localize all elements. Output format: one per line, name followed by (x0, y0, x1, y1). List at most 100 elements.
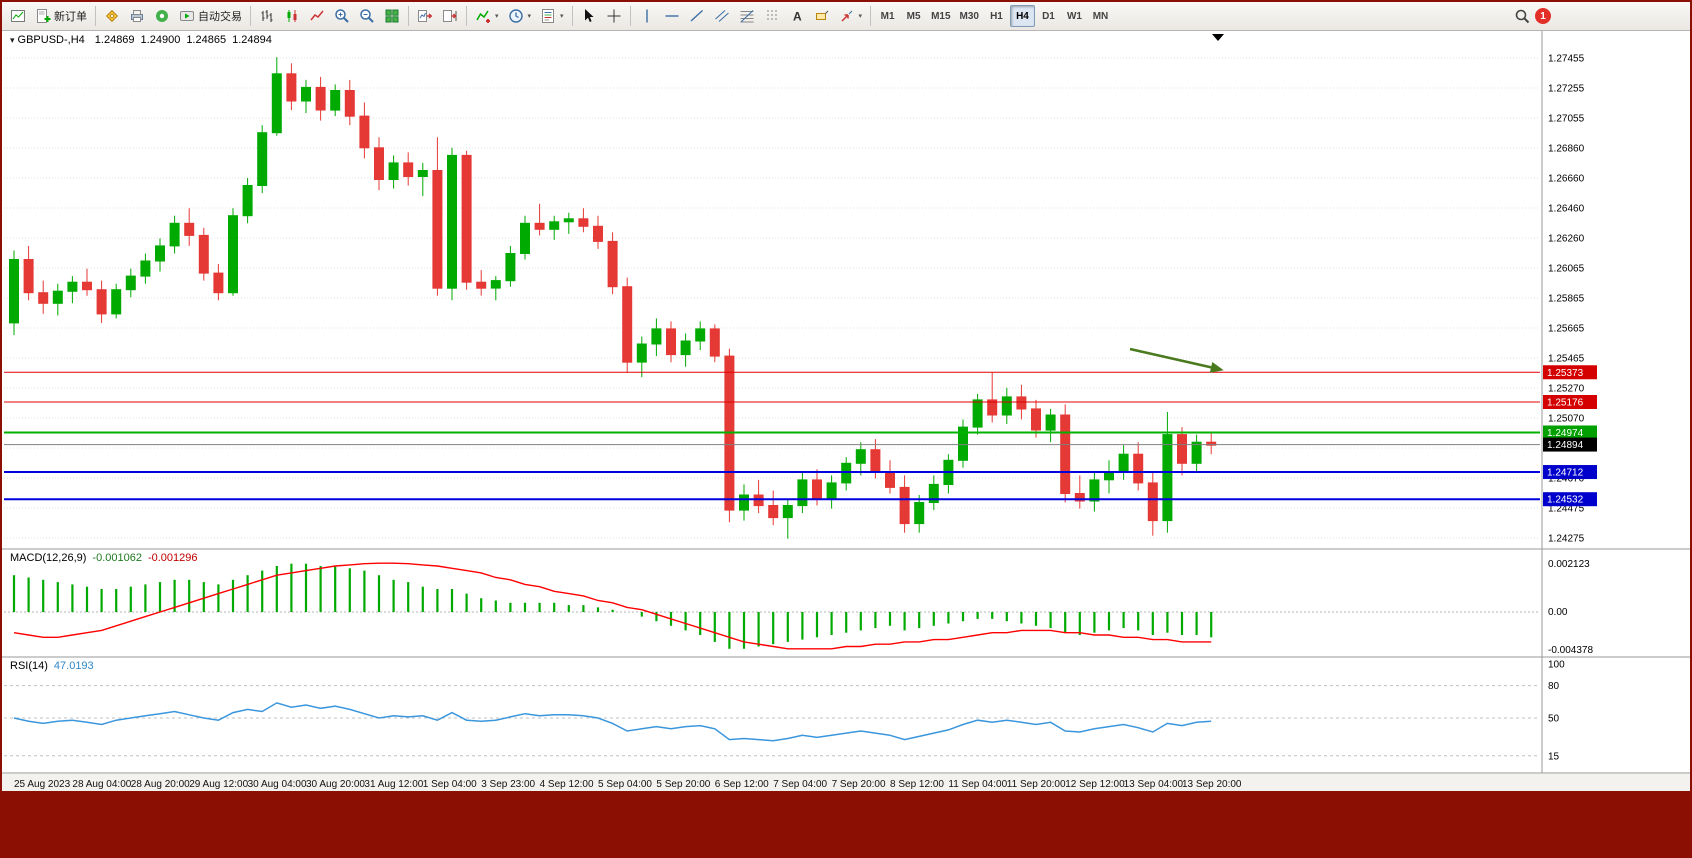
zoom-in-button[interactable] (330, 5, 354, 27)
arrows-tool-button[interactable]: ▾ (835, 5, 867, 27)
price-axis-label: 1.25270 (1548, 384, 1585, 395)
cycle-lines-tool-button[interactable] (760, 5, 784, 27)
candle-body (520, 222, 530, 255)
time-axis-label: 28 Aug 04:00 (72, 779, 131, 790)
price-axis-label: 1.26065 (1548, 264, 1585, 275)
channel-tool-button[interactable] (710, 5, 734, 27)
timeframe-h1[interactable]: H1 (990, 10, 1003, 22)
timeframe-h4[interactable]: H4 (1009, 5, 1035, 27)
cursor-tool-button[interactable] (577, 5, 601, 27)
chevron-down-icon: ▾ (858, 13, 863, 20)
candle-body (447, 154, 457, 289)
indicators-button[interactable]: ▾ (471, 5, 503, 27)
timeframe-d1[interactable]: D1 (1042, 10, 1055, 22)
candle-body (82, 281, 92, 291)
compass-icon (105, 9, 119, 23)
time-axis-label: 7 Sep 04:00 (773, 779, 827, 790)
chart-icon (11, 10, 25, 22)
mql-wizard-button[interactable] (100, 5, 124, 27)
tile-windows-button[interactable] (380, 5, 404, 27)
text-tool-button[interactable]: A (785, 5, 809, 27)
terminal-window: 新订单 自动交易 (2, 2, 1690, 791)
new-chart-button[interactable] (6, 5, 30, 27)
rsi-indicator-name: RSI(14) (10, 660, 48, 672)
candle-body (651, 328, 662, 345)
time-axis-label: 29 Aug 12:00 (189, 779, 248, 790)
template-icon (542, 9, 555, 23)
candle-body (228, 215, 238, 294)
timeframe-mn[interactable]: MN (1092, 10, 1109, 22)
candle-body (52, 290, 63, 304)
bar-chart-mode-button[interactable] (255, 5, 279, 27)
macd-main-value: -0.001062 (92, 552, 142, 564)
expand-triangle-icon[interactable]: ▾ (10, 35, 15, 45)
search-button[interactable] (1510, 5, 1534, 27)
time-axis-strip (2, 774, 1690, 791)
candle-body (812, 479, 822, 499)
time-axis-label: 11 Sep 20:00 (1007, 779, 1066, 790)
candlestick-mode-button[interactable] (280, 5, 304, 27)
candle-body (797, 479, 808, 507)
macd-label: MACD(12,26,9) -0.001062 -0.001296 (10, 552, 198, 564)
notification-badge[interactable]: 1 (1535, 8, 1551, 24)
channel-icon (714, 10, 729, 22)
separator (95, 6, 96, 26)
new-order-button[interactable]: 新订单 (31, 5, 91, 27)
time-axis-label: 4 Sep 12:00 (540, 779, 594, 790)
time-axis-label: 11 Sep 04:00 (948, 779, 1007, 790)
periods-button[interactable]: ▾ (504, 5, 536, 27)
price-axis-label: 1.24275 (1548, 534, 1585, 545)
price-label-box (1543, 437, 1597, 452)
timeframe-m5[interactable]: M5 (906, 10, 921, 22)
price-label-text: 1.24712 (1547, 468, 1584, 479)
timeframe-w1[interactable]: W1 (1066, 10, 1082, 22)
rsi-line (13, 702, 1212, 742)
price-axis-label: 1.25665 (1548, 324, 1585, 335)
candle-body (826, 482, 837, 499)
auto-scroll-button[interactable] (413, 5, 437, 27)
candle-body (9, 259, 19, 324)
zoom-out-button[interactable] (355, 5, 379, 27)
chart-shift-button[interactable] (438, 5, 462, 27)
candle-body (388, 162, 399, 180)
candle-body (155, 245, 165, 262)
timeframe-m15[interactable]: M15 (931, 10, 951, 22)
price-axis-label: 1.25465 (1548, 354, 1585, 365)
chevron-down-icon: ▾ (495, 13, 499, 20)
candle-body (432, 170, 443, 289)
price-high: 1.24900 (140, 34, 181, 46)
time-axis-label: 31 Aug 12:00 (364, 779, 423, 790)
label-tool-button[interactable] (810, 5, 834, 27)
autotrading-button[interactable]: 自动交易 (175, 5, 246, 27)
price-axis-label: 1.24475 (1548, 504, 1585, 515)
candle-body (899, 486, 910, 525)
separator (250, 6, 251, 26)
sound-button[interactable] (150, 5, 174, 27)
timeframe-m30[interactable]: M30 (959, 10, 979, 22)
chart-area: 1.27455 1.27255 1.27055 1.26860 1.26660 1.264… (2, 31, 1690, 791)
candle-body (739, 494, 749, 511)
price-axis-label: 1.25865 (1548, 294, 1585, 305)
trend-arrow-annotation[interactable] (1129, 347, 1215, 370)
separator (629, 6, 631, 26)
trendline-icon (690, 9, 703, 22)
chart-shift-marker-icon[interactable] (1212, 34, 1224, 41)
separator (571, 6, 573, 26)
fibonacci-tool-button[interactable] (735, 5, 759, 27)
vertical-line-tool-button[interactable] (635, 5, 659, 27)
timeframe-m1[interactable]: M1 (880, 10, 895, 22)
trendline-tool-button[interactable] (685, 5, 709, 27)
candle-body (359, 115, 370, 149)
price-open: 1.24869 (94, 34, 135, 46)
line-chart-mode-button[interactable] (305, 5, 329, 27)
print-preview-button[interactable] (125, 5, 149, 27)
time-axis-label: 1 Sep 04:00 (423, 779, 477, 790)
price-axis-label: 1.27055 (1548, 114, 1585, 125)
templates-button[interactable]: ▾ (536, 5, 568, 27)
chart-canvas[interactable]: 1.27455 1.27255 1.27055 1.26860 1.26660 1.264… (2, 31, 1690, 791)
crosshair-tool-button[interactable] (602, 5, 626, 27)
zoom-in-icon (335, 9, 349, 23)
horizontal-line-tool-button[interactable] (660, 5, 684, 27)
candle-body (768, 505, 779, 519)
